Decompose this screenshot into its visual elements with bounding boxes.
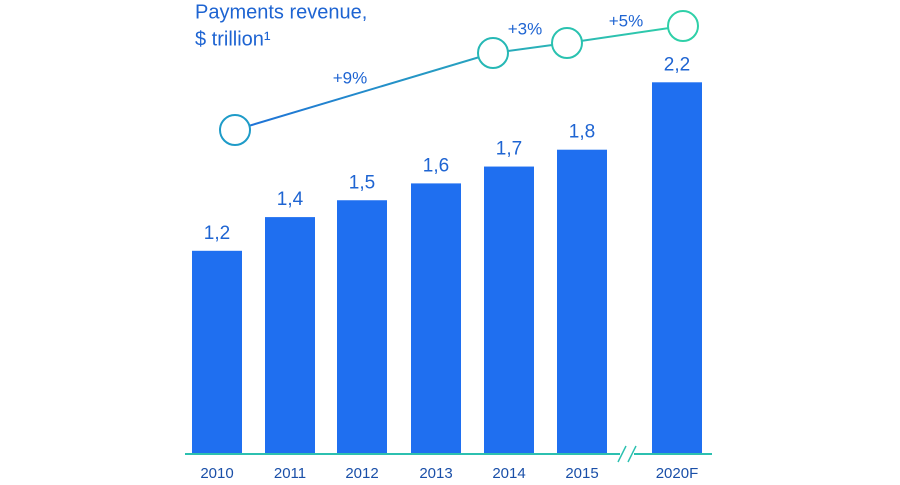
bar bbox=[411, 183, 461, 453]
growth-marker bbox=[219, 114, 251, 146]
chart-subtitle: $ trillion¹ bbox=[195, 28, 271, 50]
growth-annotation: +9% bbox=[333, 68, 368, 87]
value-label: 1,7 bbox=[496, 139, 522, 160]
bar bbox=[337, 200, 387, 453]
value-label: 1,5 bbox=[349, 172, 375, 193]
bar bbox=[192, 250, 242, 453]
bar bbox=[652, 82, 702, 454]
growth-marker bbox=[477, 37, 509, 69]
bar bbox=[484, 166, 534, 454]
growth-marker bbox=[551, 27, 583, 59]
x-tick-label: 2013 bbox=[419, 465, 452, 482]
x-tick-label: 2010 bbox=[200, 465, 233, 482]
growth-annotation: +3% bbox=[508, 19, 543, 38]
x-tick-label: 2020F bbox=[656, 465, 699, 482]
value-label: 1,6 bbox=[423, 155, 449, 176]
bar bbox=[265, 217, 315, 453]
value-label: 1,4 bbox=[277, 189, 304, 210]
bar bbox=[557, 149, 607, 453]
growth-markers bbox=[219, 10, 699, 146]
value-label: 1,8 bbox=[569, 122, 595, 143]
growth-line bbox=[234, 25, 684, 131]
x-tick-label: 2014 bbox=[492, 465, 525, 482]
chart-title: Payments revenue, bbox=[195, 1, 367, 23]
x-tick-label: 2012 bbox=[345, 465, 378, 482]
growth-annotation: +5% bbox=[609, 11, 644, 30]
axis-break bbox=[627, 445, 637, 463]
x-tick-label: 2011 bbox=[274, 465, 306, 482]
growth-marker bbox=[667, 10, 699, 42]
x-tick-label: 2015 bbox=[565, 465, 598, 482]
value-label: 1,2 bbox=[204, 223, 230, 244]
axis-break bbox=[617, 445, 627, 463]
value-label: 2,2 bbox=[664, 54, 690, 75]
